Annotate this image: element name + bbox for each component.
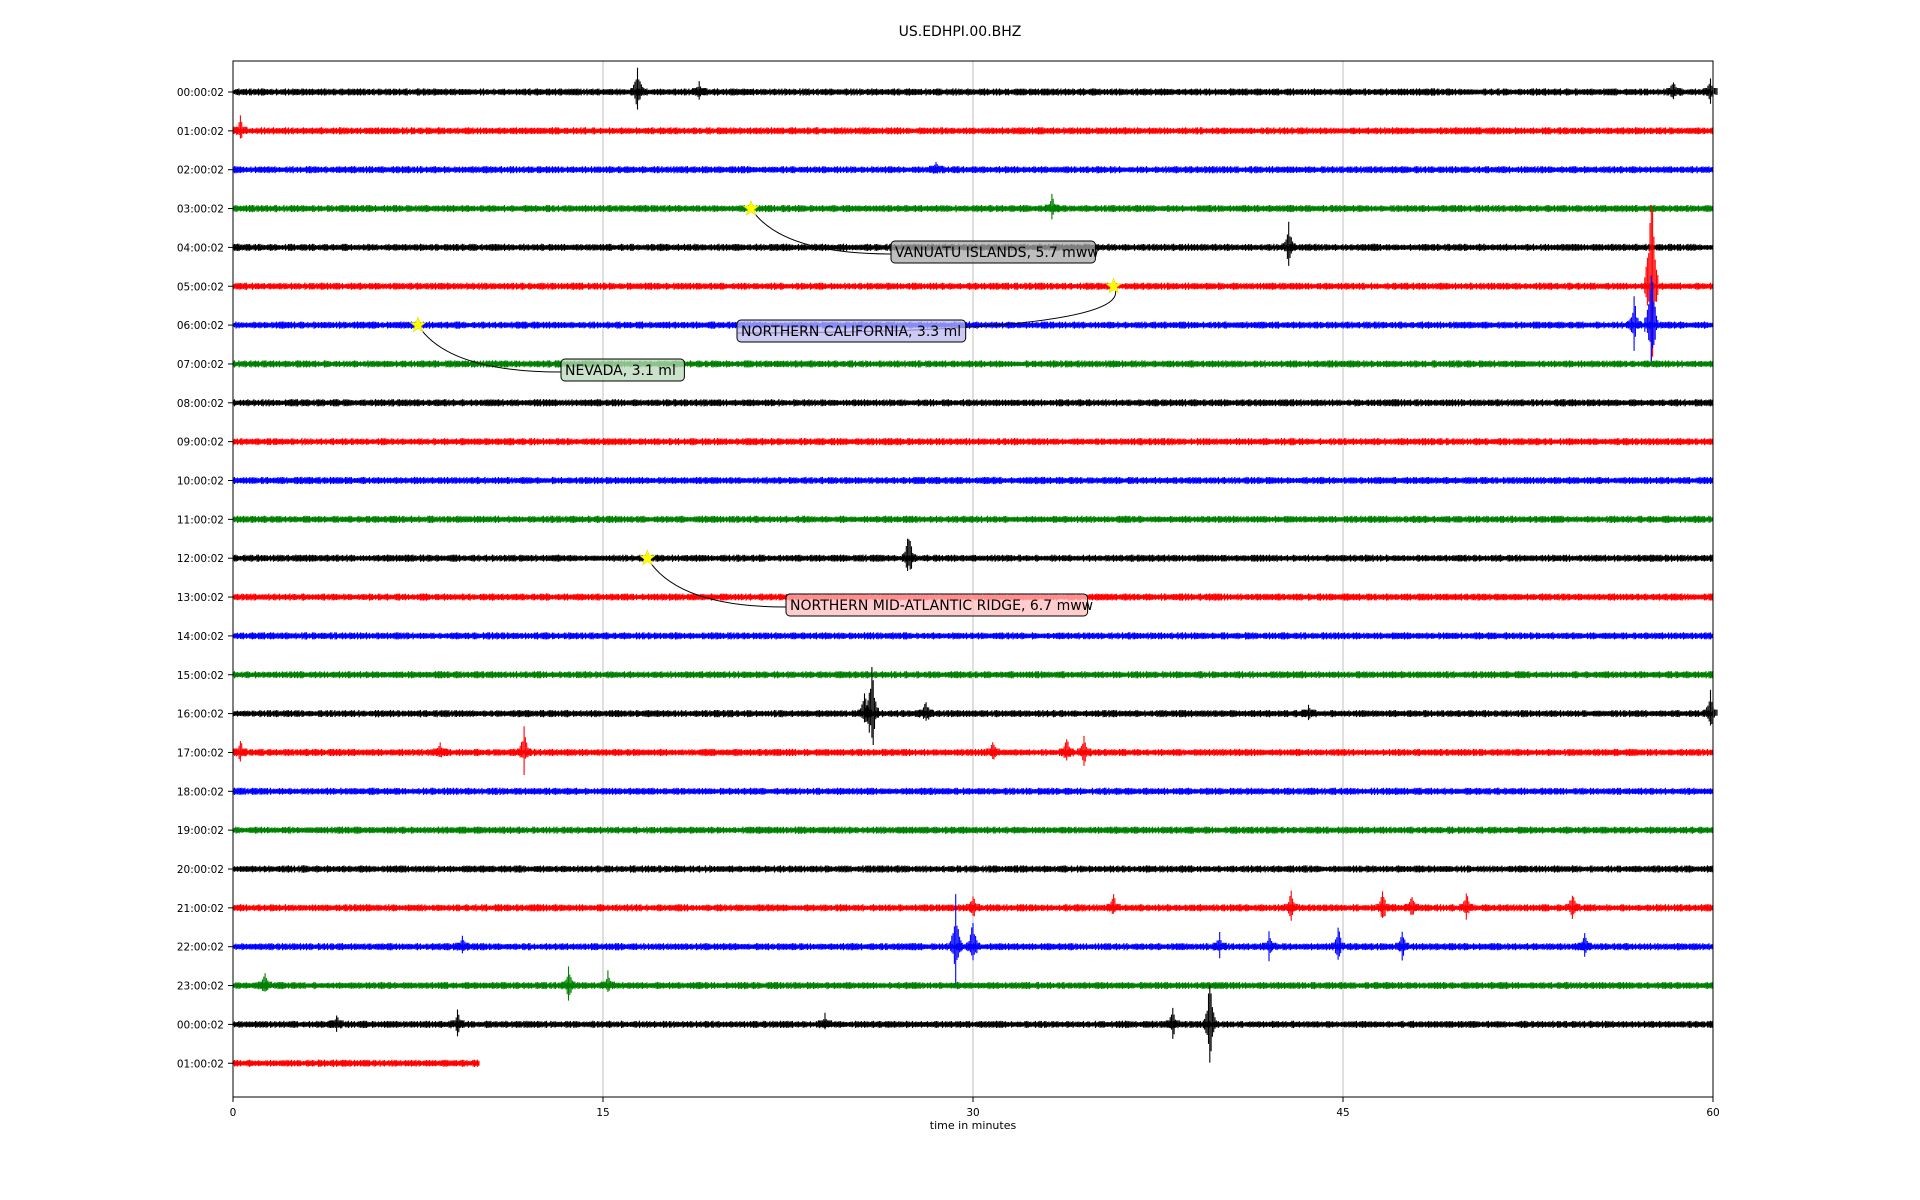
y-tick-label: 15:00:02 — [177, 670, 224, 682]
y-tick-label: 18:00:02 — [177, 786, 224, 798]
trace-line — [232, 890, 1713, 921]
trace-line — [232, 360, 1713, 368]
y-tick-label: 22:00:02 — [177, 942, 224, 954]
annotation-box — [736, 319, 967, 343]
chart-title: US.EDHPI.00.BHZ — [899, 24, 1022, 40]
y-tick-labels: 00:00:02 01:00:02 02:00:02 03:00:02 04:00:02… — [177, 87, 233, 1070]
y-tick-label: 04:00:02 — [177, 242, 224, 254]
y-tick-label: 12:00:02 — [177, 553, 224, 565]
y-tick-label: 02:00:02 — [177, 165, 224, 177]
event-star-icon — [409, 316, 427, 333]
trace-line — [232, 538, 1713, 571]
y-tick-label: 00:00:02 — [177, 1019, 224, 1031]
x-tick-label: 60 — [1706, 1107, 1719, 1119]
y-tick-label: 01:00:02 — [177, 1058, 224, 1070]
trace-group — [232, 67, 1718, 1067]
x-axis-label: time in minutes — [930, 1119, 1017, 1132]
trace-line — [232, 275, 1713, 366]
x-tick-label: 15 — [596, 1107, 609, 1119]
y-tick-label: 21:00:02 — [177, 903, 224, 915]
trace-line — [232, 161, 1713, 174]
trace-line — [232, 985, 1713, 1063]
y-tick-label: 00:00:02 — [177, 87, 224, 99]
y-tick-label: 23:00:02 — [177, 981, 224, 993]
trace-line — [232, 193, 1713, 220]
annotation-box — [785, 593, 1089, 617]
annotation-leader — [417, 324, 562, 373]
annotation-leader — [646, 557, 787, 608]
trace-line — [232, 1059, 480, 1067]
y-tick-label: 16:00:02 — [177, 709, 224, 721]
y-tick-label: 09:00:02 — [177, 437, 224, 449]
y-tick-label: 17:00:02 — [177, 747, 224, 759]
y-tick-label: 11:00:02 — [177, 514, 224, 526]
trace-line — [232, 894, 1713, 988]
trace-line — [232, 476, 1713, 485]
trace-line — [232, 399, 1713, 407]
x-axis-ticks: 0 15 30 45 60 — [230, 1097, 1720, 1119]
trace-line — [232, 67, 1718, 110]
trace-line — [232, 632, 1713, 640]
event-star-icon — [1105, 277, 1123, 294]
annotation-leader — [750, 208, 892, 255]
y-tick-label: 05:00:02 — [177, 281, 224, 293]
annotation-box — [890, 240, 1096, 264]
x-tick-label: 45 — [1336, 1107, 1349, 1119]
y-tick-label: 08:00:02 — [177, 398, 224, 410]
trace-line — [232, 437, 1713, 446]
y-tick-label: 14:00:02 — [177, 631, 224, 643]
event-star-icon — [742, 199, 760, 216]
y-tick-label: 20:00:02 — [177, 864, 224, 876]
y-tick-label: 01:00:02 — [177, 126, 224, 138]
y-tick-label: 19:00:02 — [177, 825, 224, 837]
annotation-box — [560, 358, 685, 382]
trace-line — [232, 826, 1713, 834]
trace-line — [232, 205, 1713, 366]
trace-line — [232, 671, 1713, 679]
annotation-label: NORTHERN MID-ATLANTIC RIDGE, 6.7 mww — [790, 598, 1093, 614]
x-tick-label: 0 — [230, 1107, 237, 1119]
annotation-label: VANUATU ISLANDS, 5.7 mww — [895, 245, 1099, 261]
trace-line — [232, 787, 1713, 796]
trace-line — [232, 865, 1713, 873]
trace-line — [232, 726, 1713, 775]
trace-line — [232, 966, 1713, 1001]
trace-line — [232, 515, 1713, 524]
trace-line — [232, 115, 1713, 139]
y-tick-label: 13:00:02 — [177, 592, 224, 604]
event-star-icon — [638, 549, 656, 566]
y-tick-label: 06:00:02 — [177, 320, 224, 332]
y-tick-label: 10:00:02 — [177, 476, 224, 488]
y-tick-label: 07:00:02 — [177, 359, 224, 371]
annotation-label: NEVADA, 3.1 ml — [565, 363, 676, 379]
trace-line — [232, 667, 1718, 745]
x-tick-label: 30 — [966, 1107, 979, 1119]
event-annotations: VANUATU ISLANDS, 5.7 mww NORTHERN CALIFOR… — [409, 199, 1123, 617]
annotation-label: NORTHERN CALIFORNIA, 3.3 ml — [741, 324, 961, 340]
y-tick-label: 03:00:02 — [177, 204, 224, 216]
